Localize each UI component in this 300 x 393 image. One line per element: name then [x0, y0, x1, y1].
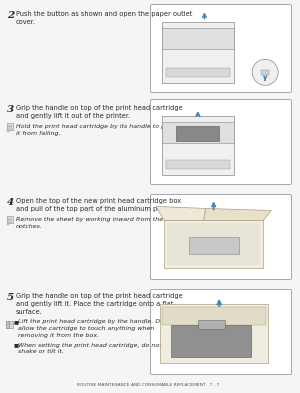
Text: 5: 5: [7, 293, 14, 302]
Bar: [160, 304, 268, 363]
Bar: [166, 68, 230, 77]
Bar: [198, 320, 225, 329]
Text: Hold the print head cartridge by its handle to prevent
it from falling.: Hold the print head cartridge by its han…: [16, 124, 186, 136]
Bar: [261, 70, 269, 75]
Text: Grip the handle on top of the print head cartridge
and gently lift it out of the: Grip the handle on top of the print head…: [16, 105, 183, 119]
Text: ■: ■: [14, 320, 19, 325]
Bar: [171, 325, 251, 357]
Polygon shape: [204, 208, 272, 220]
Bar: [164, 220, 263, 268]
Bar: [7, 216, 13, 223]
Bar: [7, 130, 9, 132]
Text: ■: ■: [14, 343, 19, 347]
Text: Remove the sheet by working inward from the two
notches.: Remove the sheet by working inward from …: [16, 217, 177, 229]
FancyBboxPatch shape: [151, 290, 292, 375]
Text: 3: 3: [7, 105, 14, 114]
Bar: [167, 224, 260, 265]
Bar: [162, 116, 234, 175]
Text: 2: 2: [7, 11, 14, 20]
Bar: [162, 22, 234, 83]
Bar: [7, 123, 13, 130]
Bar: [6, 321, 9, 327]
Text: Lift the print head cartridge by the handle. Do not
allow the cartridge to touch: Lift the print head cartridge by the han…: [18, 320, 176, 338]
Bar: [162, 122, 234, 143]
Text: 4: 4: [7, 198, 14, 207]
Bar: [162, 28, 234, 50]
FancyBboxPatch shape: [151, 4, 292, 92]
Text: When setting the print head cartridge, do not
shake or tilt it.: When setting the print head cartridge, d…: [18, 343, 162, 354]
Text: Push the button as shown and open the paper outlet
cover.: Push the button as shown and open the pa…: [16, 11, 192, 25]
Bar: [176, 126, 219, 141]
Bar: [162, 307, 266, 325]
Bar: [6, 321, 13, 327]
Circle shape: [252, 59, 278, 85]
Bar: [166, 160, 230, 169]
Text: Open the top of the new print head cartridge box
and pull of the top part of the: Open the top of the new print head cartr…: [16, 198, 183, 212]
Polygon shape: [156, 206, 206, 220]
Bar: [7, 223, 9, 224]
FancyBboxPatch shape: [151, 195, 292, 279]
Text: Grip the handle on top of the print head cartridge
and gently lift it. Place the: Grip the handle on top of the print head…: [16, 293, 183, 316]
Bar: [189, 237, 238, 254]
FancyBboxPatch shape: [151, 99, 292, 184]
Text: ROUTINE MAINTENANCE AND CONSUMABLE REPLACEMENT   7 - 7: ROUTINE MAINTENANCE AND CONSUMABLE REPLA…: [77, 383, 219, 387]
